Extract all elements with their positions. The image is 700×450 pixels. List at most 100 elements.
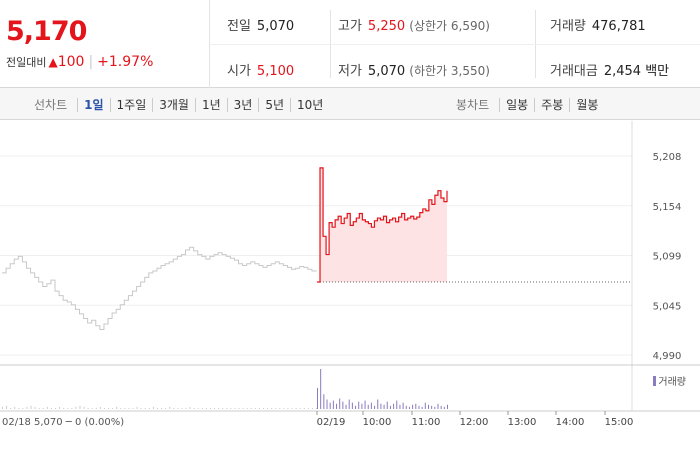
prev-close: 전일 5,070: [227, 19, 295, 34]
trade-amount: 거래대금 2,454 백만: [550, 64, 670, 79]
y-axis-ticks: 5,208 5,154 5,099 5,045 4,990: [653, 152, 682, 362]
volume-bar: [22, 407, 24, 409]
volume-bar: [209, 407, 211, 409]
tab-weekly[interactable]: 주봉: [534, 98, 570, 112]
volume-bar: [230, 407, 232, 409]
x-tick-label: 13:00: [508, 417, 537, 428]
volume-bar: [380, 403, 382, 409]
today-area: [317, 167, 447, 282]
volume-bar: [295, 407, 297, 409]
tab-1d[interactable]: 1일: [77, 98, 110, 112]
tab-3m[interactable]: 3개월: [152, 98, 195, 112]
x-tick-label: 14:00: [556, 417, 585, 428]
volume-bar: [124, 407, 126, 409]
tab-3y[interactable]: 3년: [226, 98, 259, 112]
volume-bar: [262, 407, 264, 409]
current-price: 5,170: [6, 16, 87, 47]
volume-bar: [34, 406, 36, 409]
y-tick-label: 5,154: [653, 202, 682, 213]
volume-bar: [431, 405, 433, 409]
volume-bar: [6, 405, 8, 409]
divider: [210, 44, 700, 45]
tab-1y[interactable]: 1년: [194, 98, 227, 112]
prev-day-summary: 02/18 5,070 ─ 0 (0.00%): [2, 417, 124, 428]
volume-bar: [339, 398, 341, 409]
tab-5y[interactable]: 5년: [258, 98, 291, 112]
volume-bar: [361, 403, 363, 409]
candle-chart-tabs: 봉차트 일봉 주봉 월봉: [456, 96, 605, 113]
low-price: 저가 5,070 (하한가 3,550): [338, 64, 490, 79]
x-tick-label: 12:00: [460, 417, 489, 428]
chart-grid: [0, 121, 700, 450]
x-tick-label: 10:00: [363, 417, 392, 428]
volume-bar: [226, 407, 228, 409]
price-chart[interactable]: 5,208 5,154 5,099 5,045 4,990 02/18 5,070 ─ …: [0, 121, 700, 450]
volume-bar: [421, 406, 423, 409]
volume-bar: [50, 407, 52, 409]
volume-bar: [336, 403, 338, 409]
volume-bar: [144, 407, 146, 409]
volume-bar: [355, 405, 357, 409]
volume-bar: [246, 407, 248, 409]
volume-swatch-icon: [653, 376, 657, 386]
volume-bar: [370, 402, 372, 409]
volume-bar: [67, 407, 69, 409]
tab-daily[interactable]: 일봉: [499, 98, 535, 112]
today-series: [317, 167, 448, 283]
volume-bar: [358, 401, 360, 409]
volume-bar: [412, 404, 414, 409]
volume-bar: [222, 407, 224, 409]
volume-bar: [214, 407, 216, 409]
volume-bar: [238, 407, 240, 409]
tab-10y[interactable]: 10년: [290, 98, 330, 112]
volume-bar: [279, 407, 281, 409]
volume-bar: [185, 407, 187, 409]
volume-bar: [18, 407, 20, 409]
volume-bar: [323, 394, 325, 409]
volume-bar: [87, 407, 89, 409]
change-divider: |: [88, 54, 94, 70]
volume-bar: [242, 407, 244, 409]
volume-bar: [377, 399, 379, 409]
volume-bar: [418, 405, 420, 409]
volume-bar: [189, 406, 191, 409]
volume-bar: [103, 407, 105, 409]
volume-bar: [91, 407, 93, 409]
volume-bar: [10, 407, 12, 409]
change-label: 전일대비: [6, 56, 47, 69]
volume-bar: [434, 406, 436, 409]
volume-bar: [283, 407, 285, 409]
volume-legend: 거래량: [653, 373, 686, 388]
volume-bar: [128, 407, 130, 409]
open-price: 시가 5,100: [227, 64, 295, 79]
volume-bar: [59, 406, 61, 409]
volume-bar: [342, 401, 344, 409]
tab-1w[interactable]: 1주일: [109, 98, 153, 112]
volume-bar: [14, 406, 16, 409]
volume-bar: [424, 402, 426, 409]
volume-bar: [287, 407, 289, 409]
volume-bar: [437, 403, 439, 409]
volume-bar: [148, 407, 150, 409]
chart-background: [0, 121, 700, 450]
y-tick-label: 5,099: [653, 252, 682, 263]
volume-bar: [329, 402, 331, 409]
volume-bar: [116, 406, 118, 409]
volume-bar: [258, 407, 260, 409]
volume-bar: [79, 405, 81, 409]
volume-bar: [254, 407, 256, 409]
volume-bar: [275, 407, 277, 409]
volume-bar: [201, 407, 203, 409]
volume-bar: [26, 406, 28, 409]
volume-bar: [165, 407, 167, 409]
volume-bar: [364, 400, 366, 409]
volume-bar: [320, 369, 322, 409]
volume-bar: [317, 387, 318, 409]
volume-bar: [108, 407, 110, 409]
volume-stat: 거래량 476,781: [550, 19, 646, 34]
volume-bar: [120, 407, 122, 409]
volume-bar: [173, 407, 175, 409]
tab-monthly[interactable]: 월봉: [569, 98, 605, 112]
today-line: [317, 167, 448, 283]
volume-bar: [156, 407, 158, 409]
